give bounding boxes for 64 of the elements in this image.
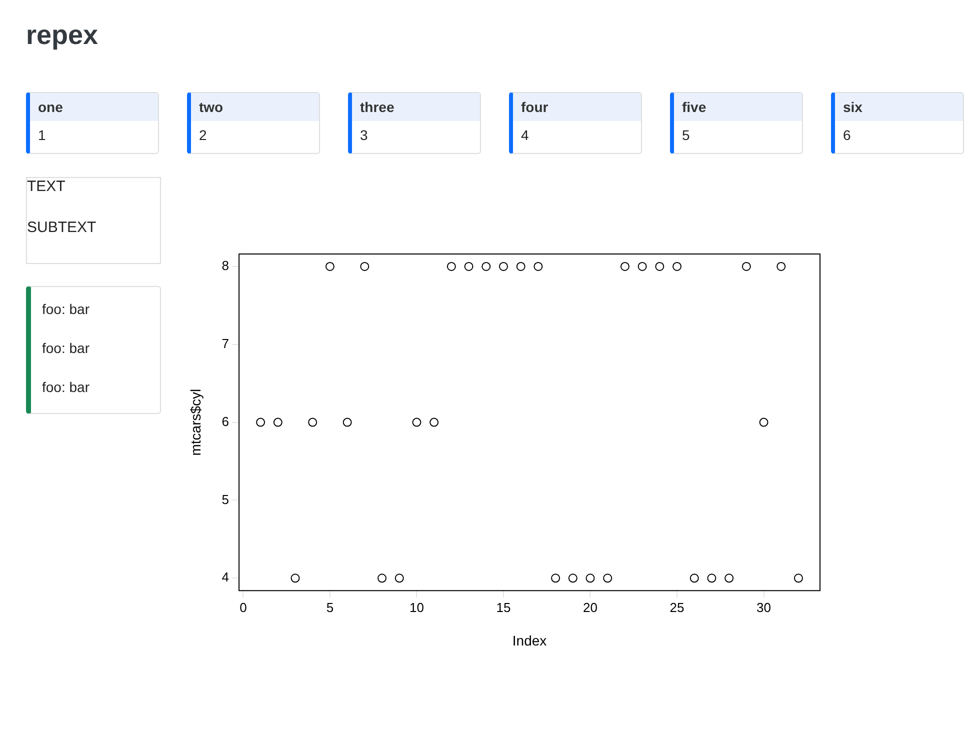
point	[776, 262, 786, 271]
point	[568, 574, 578, 583]
point	[412, 418, 422, 427]
point	[430, 418, 439, 427]
text: four	[513, 93, 641, 121]
point	[586, 574, 595, 583]
point	[690, 574, 699, 583]
text: foo: bar	[42, 379, 90, 397]
text: 2	[198, 126, 208, 145]
text: 4	[520, 126, 530, 145]
text: foo: bar	[42, 340, 90, 358]
text: 1	[37, 126, 47, 145]
x-tick-label: 30	[756, 600, 772, 615]
point	[638, 262, 647, 271]
point	[394, 574, 404, 583]
text: 3	[359, 126, 369, 145]
text: five	[674, 93, 802, 121]
y-axis-title: mtcars$cyl	[187, 388, 204, 456]
point	[516, 262, 526, 271]
point	[273, 418, 282, 427]
text: 6	[842, 126, 852, 145]
x-tick-label: 15	[496, 600, 511, 615]
point	[620, 262, 630, 271]
x-tick-label: 20	[583, 600, 598, 615]
point	[794, 574, 803, 583]
y-tick-label: 6	[222, 414, 230, 429]
text: two	[191, 93, 319, 121]
point	[759, 418, 768, 427]
point	[378, 574, 387, 583]
x-tick-label: 10	[409, 600, 424, 615]
text: three	[352, 93, 480, 121]
point	[724, 574, 734, 583]
y-tick-label: 5	[222, 492, 230, 507]
point	[534, 262, 543, 271]
point	[360, 262, 370, 271]
text: TEXT	[27, 178, 66, 195]
point	[742, 262, 751, 271]
point	[551, 574, 560, 583]
y-tick-label: 7	[222, 336, 230, 351]
x-tick-label: 0	[240, 600, 247, 615]
point	[308, 418, 318, 427]
y-tick-label: 4	[222, 570, 230, 585]
point	[446, 262, 456, 271]
y-tick-label: 8	[222, 258, 230, 274]
point	[256, 418, 266, 427]
x-tick-label: 5	[326, 600, 334, 615]
point	[707, 574, 716, 583]
text: SUBTEXT	[27, 219, 98, 236]
point	[342, 418, 352, 427]
point	[482, 262, 491, 271]
text: 5	[681, 126, 691, 145]
text: repex	[26, 20, 98, 51]
point	[464, 262, 474, 271]
point	[498, 262, 508, 271]
point	[603, 574, 612, 583]
text: foo: bar	[42, 301, 90, 319]
point	[655, 262, 664, 271]
text: six	[835, 93, 963, 121]
text: one	[30, 93, 158, 121]
point	[325, 262, 334, 271]
point	[672, 262, 682, 271]
x-axis-title: Index	[512, 632, 547, 648]
x-tick-label: 25	[670, 600, 684, 615]
point	[290, 574, 300, 583]
